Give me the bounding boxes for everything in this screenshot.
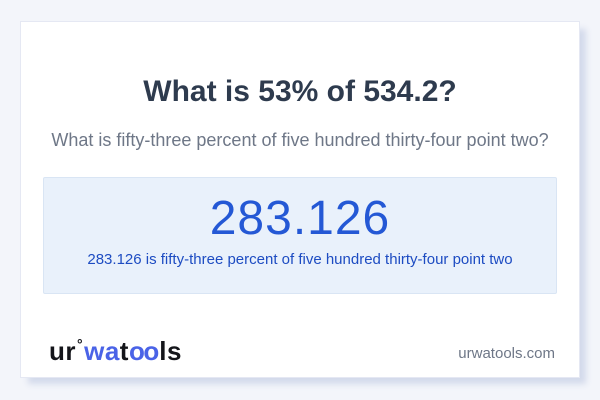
result-box: 283.126 283.126 is fifty-three percent o… [43,177,557,294]
urwatools-logo: ur°watools [49,329,182,366]
logo-text-ur: ur [49,336,76,366]
page-title: What is 53% of 534.2? [143,75,457,108]
site-url: urwatools.com [458,345,555,362]
card-footer: ur°watools urwatools.com [49,329,555,366]
logo-text-t: t [119,336,129,366]
question-card: What is 53% of 534.2? What is fifty-thre… [20,21,580,378]
result-sentence: 283.126 is fifty-three percent of five h… [87,251,513,268]
logo-text-wa: wa [84,336,120,366]
question-word-form: What is fifty-three percent of five hund… [51,130,549,150]
logo-glasses-icon: oo [128,336,159,366]
logo-text-ls: ls [159,336,182,366]
logo-degree-icon: ° [77,336,84,352]
result-value: 283.126 [209,192,391,245]
